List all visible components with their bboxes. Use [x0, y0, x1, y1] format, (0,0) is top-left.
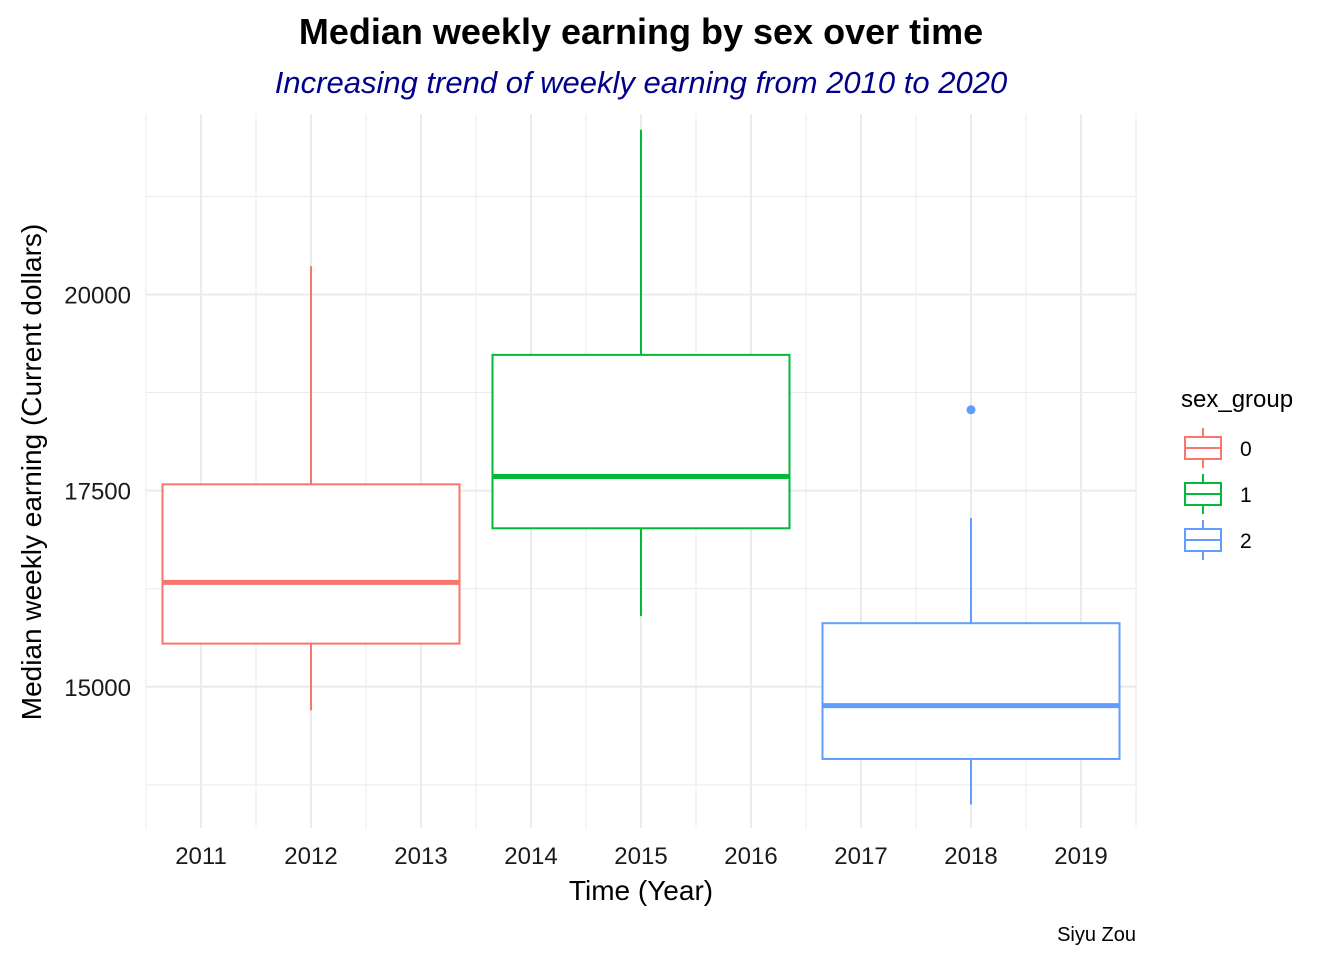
- x-axis-ticks: 2011 2012 2013 2014 2015 2016 2017 2018 2019: [175, 843, 1108, 870]
- box: [491, 353, 791, 530]
- outlier-point: [966, 405, 976, 415]
- y-axis-title: Median weekly earning (Current dollars): [16, 224, 47, 720]
- legend-label: 2: [1240, 530, 1252, 553]
- x-tick-label: 2019: [1054, 843, 1107, 870]
- y-tick-label: 17500: [64, 479, 131, 506]
- legend-label: 1: [1240, 484, 1252, 507]
- y-tick-label: 15000: [64, 675, 131, 702]
- box: [161, 483, 461, 645]
- box-group-0: [161, 266, 461, 711]
- x-tick-label: 2018: [944, 843, 997, 870]
- chart-title: Median weekly earning by sex over time: [299, 11, 983, 52]
- x-tick-label: 2012: [284, 843, 337, 870]
- box-group-1: [491, 129, 791, 617]
- legend-title: sex_group: [1181, 386, 1293, 413]
- boxes: [161, 129, 1121, 805]
- legend-label: 0: [1240, 438, 1252, 461]
- box: [821, 622, 1121, 760]
- caption: Siyu Zou: [1057, 924, 1136, 946]
- box-group-2: [821, 405, 1121, 805]
- x-tick-label: 2016: [724, 843, 777, 870]
- x-tick-label: 2017: [834, 843, 887, 870]
- x-tick-label: 2013: [394, 843, 447, 870]
- legend-item-2: 2: [1184, 520, 1252, 560]
- x-tick-label: 2014: [504, 843, 557, 870]
- x-axis-title: Time (Year): [569, 875, 713, 906]
- x-tick-label: 2015: [614, 843, 667, 870]
- legend-item-1: 1: [1184, 474, 1252, 514]
- legend-item-0: 0: [1184, 428, 1252, 468]
- chart-subtitle: Increasing trend of weekly earning from …: [275, 65, 1007, 100]
- x-tick-label: 2011: [175, 843, 227, 870]
- legend: 0 1 2: [1184, 428, 1252, 560]
- y-axis-ticks: 15000 17500 20000: [64, 282, 131, 701]
- y-tick-label: 20000: [64, 282, 131, 309]
